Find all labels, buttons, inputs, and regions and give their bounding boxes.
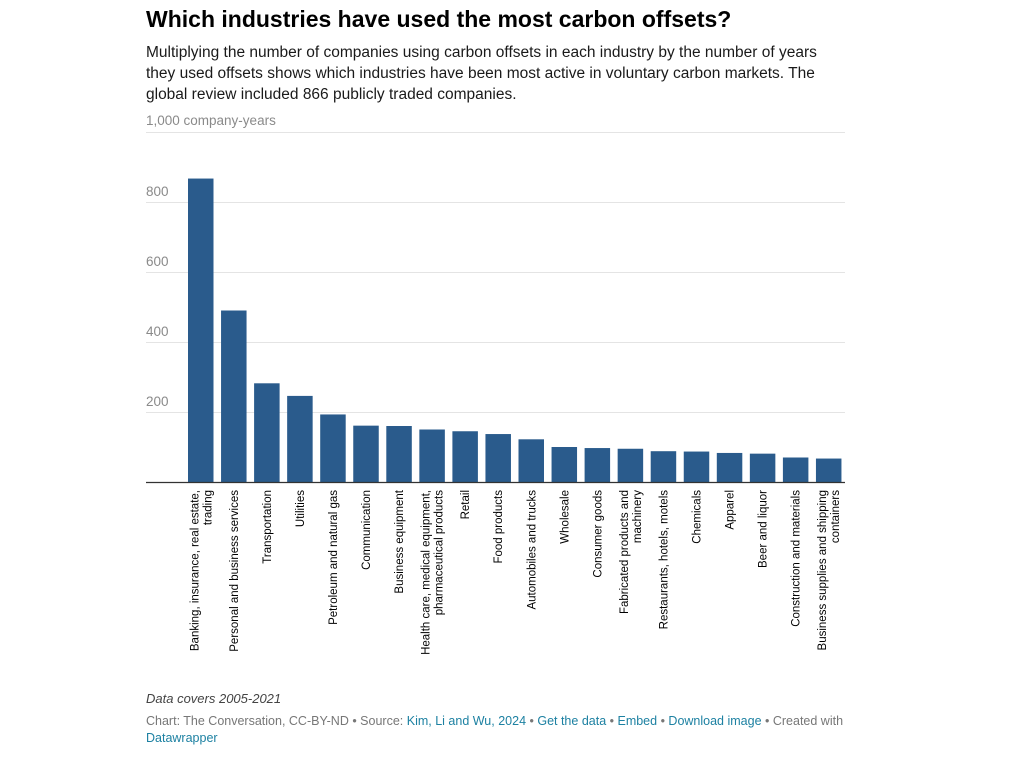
category-label-line: Construction and materials — [791, 490, 803, 627]
category-label-line: Fabricated products and — [619, 490, 631, 614]
category-label: Personal and business services — [229, 490, 241, 652]
download-image-link[interactable]: Download image — [668, 714, 762, 728]
y-tick-label: 200 — [146, 394, 169, 409]
bar — [386, 426, 412, 482]
category-label-line: Health care, medical equipment, — [421, 490, 433, 655]
bar — [650, 451, 677, 482]
bar — [320, 414, 346, 482]
category-label-line: Chemicals — [692, 490, 704, 544]
get-the-data-link[interactable]: Get the data — [537, 714, 607, 728]
y-axis-unit-label: 1,000 company-years — [146, 113, 276, 128]
bar — [254, 383, 280, 482]
category-label-line: pharmaceutical products — [434, 490, 446, 616]
category-label: Utilities — [295, 490, 307, 527]
bar — [815, 458, 842, 482]
category-label: Communication — [361, 490, 373, 570]
category-label-line: Transportation — [262, 490, 274, 564]
category-label-line: Wholesale — [559, 490, 571, 544]
bar — [287, 395, 313, 482]
footer-separator: • — [526, 714, 538, 728]
category-label: Chemicals — [692, 490, 704, 544]
bar — [749, 453, 776, 482]
category-label-line: Beer and liquor — [758, 490, 770, 568]
bar — [683, 451, 710, 482]
category-label-line: Business supplies and shipping — [817, 490, 829, 650]
category-label: Retail — [460, 490, 472, 519]
category-label: Business equipment — [394, 489, 406, 593]
category-label: Restaurants, hotels, motels — [658, 490, 670, 630]
category-label: Apparel — [725, 490, 737, 530]
category-label-line: Banking, insurance, real estate, — [189, 490, 201, 651]
category-label-line: Communication — [361, 490, 373, 570]
bar — [782, 457, 809, 482]
category-label: Consumer goods — [592, 490, 604, 578]
category-labels: Banking, insurance, real estate, trading P… — [189, 489, 842, 655]
bar-chart: 200 400 600 800 Banking, insurance, real es… — [146, 132, 845, 655]
datawrapper-link[interactable]: Datawrapper — [146, 731, 218, 745]
bar — [353, 425, 379, 482]
category-label: Petroleum and natural gas — [328, 490, 340, 625]
footer-separator: • — [657, 714, 669, 728]
category-label-line: Petroleum and natural gas — [328, 490, 340, 625]
category-label: Banking, insurance, real estate, trading — [189, 490, 214, 651]
category-label-line: Consumer goods — [592, 490, 604, 578]
y-axis-ticks: 200 400 600 800 — [146, 184, 169, 409]
category-label-line: Utilities — [295, 490, 307, 527]
footer-separator: • Created with — [761, 714, 844, 728]
category-label-line: Automobiles and trucks — [526, 490, 538, 610]
category-label: Construction and materials — [791, 490, 803, 627]
bar — [419, 429, 445, 482]
chart-notes: Data covers 2005-2021 — [146, 691, 282, 706]
bar — [551, 447, 578, 482]
footer-separator: • Source: — [348, 714, 407, 728]
chart-footer: Chart: The Conversation, CC-BY-ND • Sour… — [146, 713, 866, 747]
bars — [188, 178, 842, 483]
category-label: Wholesale — [559, 490, 571, 544]
y-tick-label: 400 — [146, 324, 169, 339]
bar — [188, 178, 214, 483]
category-label: Food products — [493, 490, 505, 564]
chart-title: Which industries have used the most carb… — [146, 6, 732, 32]
category-label: Business supplies and shipping containers — [817, 490, 842, 651]
bar — [584, 448, 611, 482]
category-label-line: Personal and business services — [229, 490, 241, 652]
bar — [617, 448, 644, 482]
y-tick-label: 600 — [146, 254, 169, 269]
bar — [518, 439, 544, 482]
category-label: Fabricated products and machinery — [619, 490, 644, 614]
category-label-line: Retail — [460, 490, 472, 519]
y-tick-label: 800 — [146, 184, 169, 199]
bar — [716, 452, 743, 482]
bar — [485, 434, 511, 482]
category-label-line: Food products — [493, 490, 505, 564]
category-label-line: trading — [202, 490, 214, 525]
category-label-line: containers — [830, 490, 842, 543]
category-label-line: machinery — [632, 490, 644, 543]
chart-subtitle: Multiplying the number of companies usin… — [146, 44, 817, 103]
embed-link[interactable]: Embed — [617, 714, 658, 728]
category-label: Beer and liquor — [758, 490, 770, 568]
category-label: Health care, medical equipment, pharmaceu… — [421, 490, 446, 655]
gridlines — [146, 132, 845, 413]
bar — [452, 431, 478, 482]
category-label-line: Apparel — [725, 490, 737, 530]
category-label-line: Restaurants, hotels, motels — [658, 490, 670, 630]
footer-separator: • — [606, 714, 618, 728]
bar — [221, 310, 247, 482]
chart-credit: Chart: The Conversation, CC-BY-ND — [146, 714, 349, 728]
source-link[interactable]: Kim, Li and Wu, 2024 — [406, 714, 527, 728]
category-label-line: Business equipment — [394, 489, 406, 593]
category-label: Transportation — [262, 490, 274, 564]
category-label: Automobiles and trucks — [526, 490, 538, 610]
